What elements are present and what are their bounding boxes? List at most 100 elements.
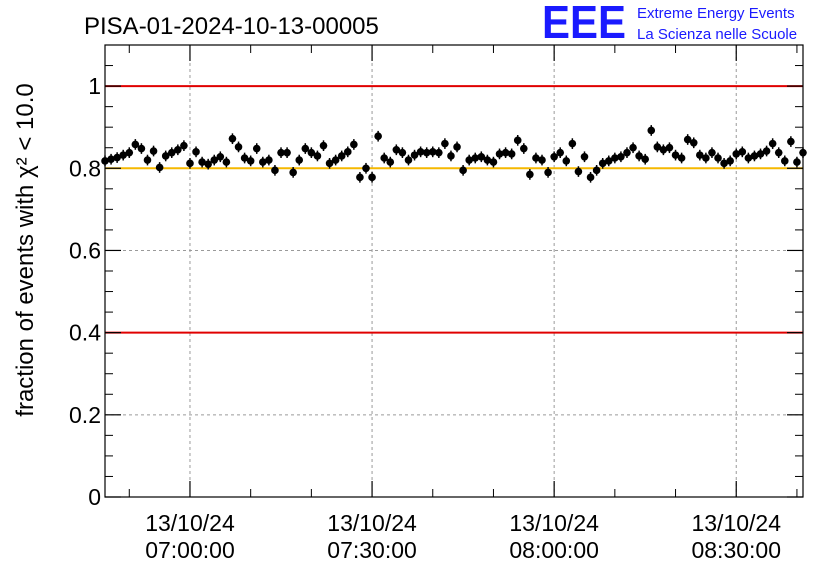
- data-point: [562, 157, 571, 165]
- data-point: [137, 144, 146, 153]
- chart-title: PISA-01-2024-10-13-00005: [84, 13, 379, 40]
- data-point: [696, 151, 704, 159]
- data-point: [319, 141, 328, 150]
- data-point: [198, 158, 206, 166]
- x-tick-date: 13/10/24: [691, 510, 781, 536]
- data-point: [623, 148, 631, 157]
- data-point: [228, 134, 237, 143]
- data-point: [441, 139, 449, 148]
- data-point: [750, 152, 759, 160]
- data-point: [671, 151, 680, 159]
- data-point: [477, 152, 486, 161]
- data-point: [635, 152, 643, 160]
- data-point: [665, 143, 674, 152]
- data-point: [410, 151, 419, 159]
- data-point: [161, 152, 170, 160]
- logo-line1: Extreme Energy Events: [637, 5, 795, 22]
- y-tick-label: 0: [88, 484, 101, 510]
- data-point: [392, 145, 401, 154]
- data-point: [580, 152, 589, 161]
- y-tick-label: 0.8: [69, 155, 101, 181]
- data-point: [544, 168, 552, 177]
- data-point: [677, 154, 686, 162]
- data-point: [611, 154, 619, 162]
- data-point: [125, 148, 134, 157]
- logo-line2: La Scienza nelle Scuole: [637, 26, 797, 43]
- data-point: [550, 152, 558, 161]
- data-point: [744, 154, 753, 162]
- data-point: [325, 159, 334, 168]
- data-point: [428, 148, 437, 156]
- data-point: [337, 152, 346, 160]
- data-point: [732, 150, 741, 158]
- data-point: [793, 158, 801, 166]
- data-point: [501, 148, 510, 157]
- data-point: [113, 153, 121, 162]
- data-point: [167, 148, 176, 157]
- x-tick-time: 07:00:00: [145, 537, 235, 563]
- data-point: [532, 154, 540, 162]
- data-point: [155, 163, 164, 172]
- y-tick-label: 0.6: [69, 237, 101, 263]
- data-point: [356, 173, 364, 182]
- plot-frame: [104, 44, 804, 498]
- data-point: [453, 143, 461, 151]
- data-point: [598, 159, 607, 168]
- data-point: [787, 137, 795, 146]
- data-point: [174, 145, 182, 154]
- data-point: [513, 136, 522, 145]
- data-point: [483, 156, 492, 164]
- data-point: [301, 144, 310, 153]
- data-point: [289, 168, 297, 177]
- data-point: [283, 148, 291, 157]
- data-point: [234, 143, 243, 151]
- data-point: [762, 147, 771, 155]
- y-axis-title: fraction of events with χ² < 10.0: [12, 83, 39, 416]
- data-point: [459, 166, 467, 175]
- data-point: [556, 148, 565, 157]
- data-point: [774, 148, 783, 157]
- data-point: [180, 141, 188, 150]
- data-point: [520, 144, 528, 153]
- data-point: [131, 140, 140, 149]
- data-point: [641, 155, 649, 164]
- data-point: [604, 157, 613, 165]
- data-point: [738, 148, 747, 156]
- data-point: [246, 157, 255, 165]
- data-point: [702, 154, 710, 162]
- data-point: [271, 166, 279, 175]
- data-point: [653, 143, 662, 151]
- data-point: [240, 154, 249, 162]
- data-point: [216, 152, 225, 161]
- data-point: [574, 167, 583, 176]
- data-point: [720, 159, 728, 168]
- data-point: [362, 164, 370, 173]
- data-point: [210, 156, 219, 164]
- data-point: [465, 156, 473, 164]
- eee-logo: EEE Extreme Energy Events La Scienza nel…: [542, 0, 797, 48]
- data-point: [507, 150, 516, 158]
- data-point: [368, 173, 376, 182]
- x-tick-time: 07:30:00: [327, 537, 417, 563]
- data-point: [435, 148, 443, 157]
- data-point: [538, 156, 546, 164]
- data-point: [489, 158, 498, 166]
- data-point: [350, 140, 358, 149]
- data-point: [192, 148, 200, 156]
- data-point: [526, 170, 534, 179]
- x-tick-date: 13/10/24: [145, 510, 235, 536]
- y-tick-label: 1: [88, 73, 101, 99]
- data-point: [343, 148, 352, 156]
- data-point: [756, 150, 765, 158]
- x-tick-date: 13/10/24: [509, 510, 599, 536]
- data-point: [689, 138, 698, 147]
- x-tick-date: 13/10/24: [327, 510, 417, 536]
- data-point: [277, 148, 285, 157]
- data-point: [780, 157, 789, 165]
- data-point: [726, 157, 734, 165]
- data-point: [265, 156, 273, 164]
- data-point: [683, 135, 692, 144]
- data-point: [659, 145, 668, 154]
- data-point: [416, 148, 425, 156]
